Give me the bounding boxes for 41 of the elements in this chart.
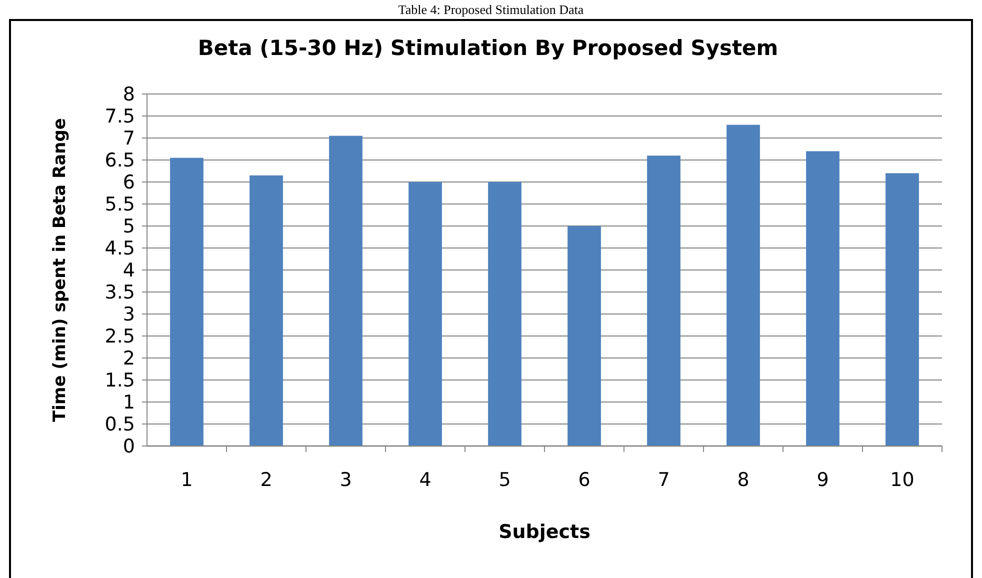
y-tick-label: 4.5 bbox=[104, 238, 135, 260]
y-tick-label: 0 bbox=[122, 436, 135, 458]
bar bbox=[647, 156, 680, 446]
y-tick-label: 1 bbox=[122, 392, 135, 414]
bar bbox=[170, 158, 204, 446]
bar bbox=[488, 182, 522, 446]
x-tick-label: 1 bbox=[180, 469, 193, 491]
y-tick-label: 5.5 bbox=[104, 194, 135, 216]
y-tick-label: 6.5 bbox=[104, 150, 135, 172]
y-tick-label: 8 bbox=[122, 84, 135, 106]
x-tick-label: 4 bbox=[419, 469, 432, 491]
y-tick-label: 5 bbox=[122, 216, 135, 238]
y-tick-label: 3.5 bbox=[104, 282, 135, 304]
bar bbox=[886, 173, 919, 446]
x-tick-label: 2 bbox=[260, 469, 272, 491]
x-tick-label: 6 bbox=[578, 469, 590, 491]
y-tick-label: 4 bbox=[122, 260, 135, 282]
x-tick-label: 3 bbox=[340, 469, 352, 491]
bar bbox=[568, 226, 601, 446]
y-tick-label: 6 bbox=[122, 172, 135, 194]
bar bbox=[408, 182, 442, 446]
y-tick-label: 3 bbox=[122, 304, 135, 326]
bar bbox=[329, 136, 362, 446]
x-tick-label: 8 bbox=[737, 469, 750, 491]
x-axis-title: Subjects bbox=[498, 521, 590, 543]
y-tick-label: 0.5 bbox=[104, 414, 135, 436]
x-tick-label: 10 bbox=[890, 469, 914, 491]
bar bbox=[726, 124, 760, 446]
y-tick-label: 7 bbox=[122, 128, 135, 150]
y-tick-label: 7.5 bbox=[104, 106, 135, 128]
caption: Table 4: Proposed Stimulation Data bbox=[398, 2, 584, 17]
bar bbox=[250, 175, 283, 446]
y-axis-title: Time (min) spent in Beta Range bbox=[50, 118, 70, 422]
y-tick-label: 2.5 bbox=[104, 326, 135, 348]
x-tick-label: 7 bbox=[658, 469, 670, 491]
x-tick-label: 5 bbox=[498, 469, 511, 491]
bar bbox=[806, 151, 840, 446]
chart-title: Beta (15-30 Hz) Stimulation By Proposed System bbox=[198, 36, 778, 60]
y-tick-label: 2 bbox=[122, 348, 135, 370]
y-tick-label: 1.5 bbox=[104, 370, 135, 392]
x-tick-label: 9 bbox=[816, 469, 829, 491]
